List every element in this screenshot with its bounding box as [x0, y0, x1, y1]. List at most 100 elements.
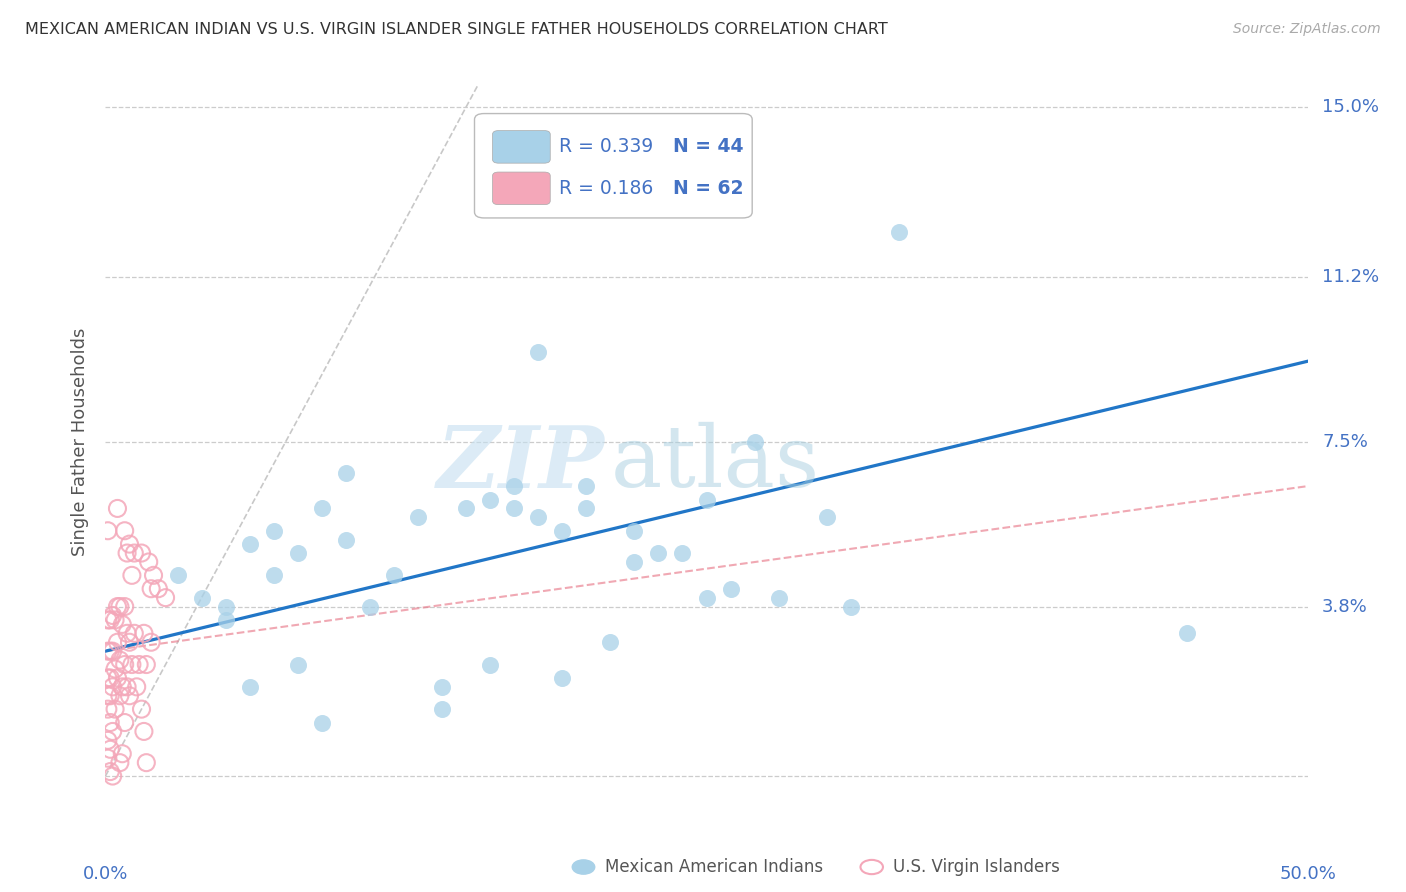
Point: [155, 591, 177, 605]
Point: [696, 591, 718, 605]
Text: 15.0%: 15.0%: [1322, 98, 1379, 116]
Point: [575, 479, 598, 493]
Point: [108, 756, 131, 770]
Point: [97, 702, 120, 716]
Text: R = 0.186: R = 0.186: [558, 178, 652, 198]
Point: [430, 680, 453, 694]
Text: N = 44: N = 44: [673, 137, 744, 156]
Point: [142, 568, 165, 582]
Point: [287, 546, 309, 560]
Point: [131, 546, 153, 560]
FancyBboxPatch shape: [492, 130, 550, 163]
Point: [111, 680, 134, 694]
Point: [1175, 626, 1198, 640]
Point: [768, 591, 790, 605]
Point: [479, 657, 502, 672]
Point: [138, 555, 160, 569]
Point: [97, 613, 120, 627]
Point: [115, 546, 138, 560]
FancyBboxPatch shape: [492, 172, 550, 204]
Point: [551, 671, 574, 685]
Point: [139, 582, 162, 596]
Point: [135, 657, 157, 672]
Point: [97, 644, 120, 658]
Point: [132, 626, 155, 640]
Point: [101, 724, 124, 739]
Point: [131, 702, 153, 716]
Point: [166, 568, 188, 582]
Point: [887, 225, 910, 239]
Text: 50.0%: 50.0%: [1279, 865, 1336, 883]
Point: [623, 524, 645, 538]
Point: [503, 501, 526, 516]
Point: [287, 657, 309, 672]
Point: [148, 582, 170, 596]
Point: [115, 626, 138, 640]
Point: [311, 715, 333, 730]
Point: [118, 689, 141, 703]
Point: [263, 568, 285, 582]
Point: [239, 680, 262, 694]
Point: [104, 662, 127, 676]
Point: [108, 689, 131, 703]
Point: [551, 524, 574, 538]
Point: [132, 724, 155, 739]
Point: [815, 510, 838, 524]
Point: [114, 657, 136, 672]
Point: [98, 644, 121, 658]
Point: [98, 671, 121, 685]
Point: [118, 635, 141, 649]
Point: [125, 680, 148, 694]
Point: [647, 546, 669, 560]
Text: 0.0%: 0.0%: [83, 865, 128, 883]
Text: 7.5%: 7.5%: [1322, 433, 1368, 450]
Point: [118, 537, 141, 551]
Point: [107, 599, 129, 614]
Point: [97, 524, 120, 538]
Point: [98, 764, 121, 779]
Point: [111, 747, 134, 761]
Point: [98, 742, 121, 756]
Point: [98, 715, 121, 730]
Text: ZIP: ZIP: [436, 422, 605, 506]
Point: [311, 501, 333, 516]
Point: [527, 345, 550, 359]
Point: [335, 533, 357, 547]
Point: [101, 608, 124, 623]
Point: [527, 510, 550, 524]
Point: [98, 613, 121, 627]
Point: [97, 751, 120, 765]
Point: [124, 626, 146, 640]
Point: [107, 671, 129, 685]
Text: MEXICAN AMERICAN INDIAN VS U.S. VIRGIN ISLANDER SINGLE FATHER HOUSEHOLDS CORRELA: MEXICAN AMERICAN INDIAN VS U.S. VIRGIN I…: [25, 22, 889, 37]
Point: [239, 537, 262, 551]
Text: N = 62: N = 62: [673, 178, 744, 198]
Point: [115, 680, 138, 694]
Point: [359, 599, 381, 614]
Text: R = 0.339: R = 0.339: [558, 137, 652, 156]
Point: [406, 510, 429, 524]
Point: [454, 501, 477, 516]
Point: [335, 466, 357, 480]
Point: [671, 546, 693, 560]
Point: [107, 635, 129, 649]
Text: atlas: atlas: [610, 422, 820, 506]
Point: [111, 617, 134, 632]
Text: Mexican American Indians: Mexican American Indians: [605, 858, 823, 876]
Point: [214, 599, 236, 614]
Text: U.S. Virgin Islanders: U.S. Virgin Islanders: [893, 858, 1060, 876]
Text: 3.8%: 3.8%: [1322, 598, 1368, 615]
Point: [114, 599, 136, 614]
Point: [128, 657, 150, 672]
Point: [382, 568, 405, 582]
Point: [744, 434, 766, 449]
Point: [107, 501, 129, 516]
Point: [108, 599, 131, 614]
Point: [139, 635, 162, 649]
Point: [97, 671, 120, 685]
FancyBboxPatch shape: [474, 113, 752, 218]
Point: [263, 524, 285, 538]
Point: [135, 756, 157, 770]
Point: [114, 524, 136, 538]
Point: [575, 501, 598, 516]
